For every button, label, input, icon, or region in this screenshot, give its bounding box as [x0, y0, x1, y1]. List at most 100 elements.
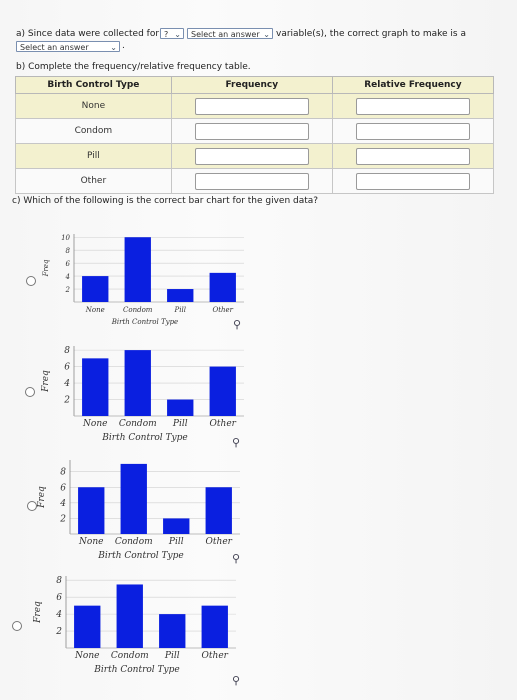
relative-frequency-input-none[interactable]	[355, 97, 470, 115]
table-row: None	[15, 93, 495, 119]
magnifier-icon[interactable]: ⚲	[232, 436, 241, 449]
row-label-other: Other	[15, 168, 172, 194]
x-tick-label: Condom	[123, 306, 153, 314]
variable-type-value: Select an answer	[191, 30, 260, 39]
relative-frequency-input-pill[interactable]	[355, 147, 470, 165]
y-tick-label: 8	[64, 346, 70, 356]
graph-type-select[interactable]: Select an answer ⌄	[16, 41, 120, 52]
x-tick-label: Other	[212, 306, 233, 314]
y-tick-label: 10	[61, 234, 70, 242]
y-tick-label: 6	[66, 260, 71, 268]
radio-chart-option-3[interactable]	[27, 501, 37, 511]
frequency-input-none[interactable]	[194, 97, 309, 115]
x-tick-label: None	[78, 537, 103, 547]
y-tick-label: 4	[59, 499, 66, 509]
x-tick-label: Pill	[174, 306, 186, 314]
frequency-input-condom[interactable]	[194, 122, 309, 140]
y-tick-label: 4	[63, 379, 70, 389]
x-axis-title: Birth Control Type	[93, 665, 179, 675]
y-tick-label: 4	[55, 610, 62, 620]
frequency-input-pill[interactable]	[194, 147, 309, 165]
bar-none	[82, 276, 109, 302]
chevron-down-icon: ⌄	[110, 43, 117, 52]
y-tick-label: 2	[55, 627, 62, 637]
x-tick-label: None	[82, 419, 107, 429]
x-axis-title: Birth Control Type	[111, 318, 178, 326]
bar-condom	[124, 350, 151, 416]
bar-other	[205, 487, 232, 534]
chevron-down-icon: ⌄	[263, 30, 270, 39]
part-b-prompt: b) Complete the frequency/relative frequ…	[16, 62, 251, 72]
part-a-prefix: a) Since data were collected for	[16, 29, 160, 39]
variable-type-select[interactable]: Select an answer ⌄	[187, 28, 273, 39]
table-row: Other	[15, 168, 495, 194]
x-tick-label: Condom	[111, 651, 149, 661]
bar-condom	[124, 237, 151, 302]
table-row: Pill	[15, 143, 495, 169]
header-relative-frequency: Relative Frequency	[331, 76, 495, 94]
part-a-suffix: variable(s), the correct graph to make i…	[276, 29, 466, 39]
x-tick-label: Other	[202, 651, 229, 661]
chevron-down-icon: ⌄	[174, 30, 181, 39]
bar-pill	[167, 289, 194, 302]
part-c-prompt: c) Which of the following is the correct…	[12, 196, 319, 206]
relative-frequency-input-condom[interactable]	[355, 122, 470, 140]
radio-chart-option-4[interactable]	[12, 621, 22, 631]
y-tick-label: 6	[56, 593, 62, 603]
x-axis-title: Birth Control Type	[97, 551, 183, 561]
row-label-condom: Condom	[15, 118, 172, 144]
x-tick-label: None	[74, 651, 99, 661]
magnifier-icon[interactable]: ⚲	[233, 318, 242, 331]
x-tick-label: Condom	[115, 537, 153, 547]
y-tick-label: 4	[65, 273, 70, 281]
variable-count-select[interactable]: ? ⌄	[160, 28, 184, 39]
x-tick-label: Pill	[164, 651, 180, 661]
y-tick-label: 6	[64, 363, 70, 373]
x-tick-label: Condom	[119, 419, 157, 429]
x-tick-label: Other	[210, 419, 237, 429]
y-tick-label: 2	[63, 396, 70, 406]
bar-condom	[120, 463, 147, 534]
bar-pill	[167, 399, 194, 416]
y-axis-title: Freq	[41, 370, 51, 393]
magnifier-icon[interactable]: ⚲	[232, 552, 241, 565]
row-label-pill: Pill	[15, 143, 172, 169]
bar-chart-option-1: 2 4 6 8 10 None Condom Pill Other Birth Control T…	[42, 234, 244, 326]
y-axis-title: Freq	[42, 259, 50, 277]
graph-type-value: Select an answer	[20, 43, 89, 52]
y-tick-label: 6	[60, 483, 66, 493]
x-tick-label: None	[85, 306, 105, 314]
bar-other	[209, 366, 236, 416]
variable-count-value: ?	[164, 30, 169, 39]
bar-condom	[116, 584, 143, 648]
table-row: Condom	[15, 118, 495, 144]
bar-chart-option-2: 2 4 6 8 None Condom Pill Other Birth Control Typ…	[41, 346, 244, 443]
header-frequency: Frequency	[170, 76, 333, 94]
radio-chart-option-2[interactable]	[25, 387, 35, 397]
bar-chart-option-3: 2 4 6 8 None Condom Pill Other Birth Control Typ…	[37, 460, 240, 561]
radio-chart-option-1[interactable]	[26, 276, 36, 286]
bar-none	[78, 487, 105, 534]
frequency-table: Birth Control Type Frequency Relative Fr…	[15, 76, 495, 194]
x-tick-label: Pill	[168, 537, 184, 547]
bar-none	[82, 358, 109, 416]
y-tick-label: 8	[56, 576, 62, 586]
x-axis-title: Birth Control Type	[101, 433, 187, 443]
frequency-input-other[interactable]	[194, 172, 309, 190]
y-tick-label: 8	[66, 247, 71, 255]
y-tick-label: 8	[60, 468, 66, 478]
part-a-end: .	[122, 41, 125, 51]
magnifier-icon[interactable]: ⚲	[232, 674, 241, 687]
x-tick-label: Pill	[172, 419, 188, 429]
y-tick-label: 2	[65, 286, 71, 294]
y-tick-label: 2	[59, 514, 66, 524]
bar-other	[209, 272, 236, 302]
bar-none	[74, 605, 101, 648]
bar-pill	[163, 518, 190, 534]
bar-chart-option-4: 2 4 6 8 None Condom Pill Other Birth Control Typ…	[33, 576, 236, 675]
relative-frequency-input-other[interactable]	[355, 172, 470, 190]
header-birth-control-type: Birth Control Type	[15, 76, 172, 94]
y-axis-title: Freq	[37, 486, 47, 509]
y-axis-title: Freq	[33, 601, 43, 624]
